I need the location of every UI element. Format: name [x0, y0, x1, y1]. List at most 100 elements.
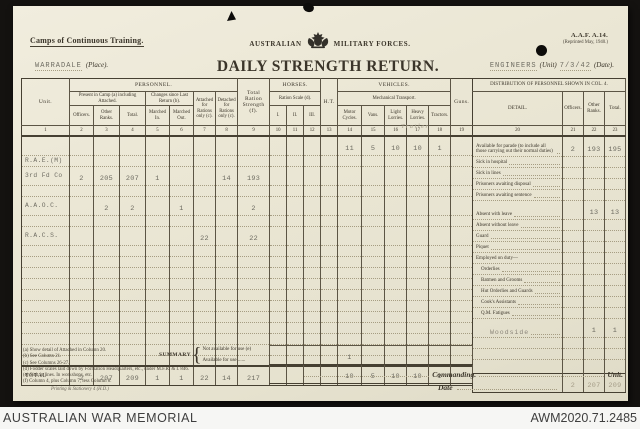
table-cell [269, 322, 288, 334]
table-cell [69, 135, 94, 156]
table-cell [286, 196, 305, 216]
table-cell [303, 311, 322, 323]
table-cell [472, 337, 563, 349]
date-sign-label: Date [438, 383, 453, 392]
date-label: (Date). [593, 61, 614, 69]
table-cell: Other Ranks. [583, 91, 605, 126]
table-cell [604, 307, 626, 319]
table-cell: Piquet [472, 241, 563, 253]
table-cell: Employed on duty— [472, 252, 563, 264]
table-cell [604, 189, 626, 201]
form-header: Camps of Continuous Training. AUSTRALIAN… [13, 32, 628, 52]
table-cell [21, 135, 70, 156]
table-cell: 1 [21, 125, 70, 137]
table-cell: 17 [406, 125, 430, 137]
table-cell [384, 245, 408, 257]
table-cell [119, 256, 146, 268]
table-cell [604, 274, 626, 286]
table-cell: 11 [337, 135, 363, 156]
table-cell [286, 289, 305, 301]
table-cell [93, 267, 120, 279]
table-cell [193, 289, 216, 301]
table-cell [169, 185, 194, 197]
table-cell [303, 333, 322, 345]
place-value: WARRADALE [35, 62, 82, 71]
table-cell [583, 307, 605, 319]
table-cell [93, 155, 120, 167]
table-cell: Unit. [21, 78, 70, 126]
table-cell [337, 256, 363, 268]
table-cell: H.T. [320, 78, 339, 126]
table-cell [384, 166, 408, 186]
table-cell: 2 [562, 373, 584, 393]
table-cell [145, 267, 170, 279]
table-cell [119, 322, 146, 334]
table-cell [361, 333, 386, 345]
table-cell [169, 256, 194, 268]
table-cell [93, 256, 120, 268]
table-cell [145, 333, 170, 345]
table-cell [237, 185, 271, 197]
table-cell [428, 322, 452, 334]
table-cell [193, 215, 216, 227]
table-cell: Trac­tors. [428, 105, 452, 126]
table-cell: 22 [583, 125, 605, 137]
signature-line [304, 376, 430, 377]
table-cell: R.A.E.(M) [21, 155, 70, 167]
table-cell [562, 178, 584, 190]
table-cell [337, 300, 363, 312]
table-cell [406, 345, 429, 365]
table-cell: 19 [450, 125, 474, 137]
table-cell [384, 289, 408, 301]
summary-brace: { [191, 344, 202, 366]
table-cell [320, 345, 338, 365]
table-cell: Light Lorries. [384, 105, 408, 126]
table-cell [119, 278, 146, 290]
table-cell [237, 245, 271, 257]
table-cell [303, 196, 322, 216]
table-cell [583, 156, 605, 168]
table-cell [583, 230, 605, 242]
table-cell [562, 274, 584, 286]
pencil-annotation: Trailer [401, 123, 430, 130]
table-cell [145, 215, 170, 227]
table-cell: 12 [303, 125, 322, 137]
table-cell [169, 322, 194, 334]
table-cell [237, 155, 271, 167]
table-cell: 2 [562, 135, 584, 157]
unit-date-fields: ENGINEERS (Unit) 7/3/42 (Date). [451, 61, 614, 71]
table-cell: 22 [193, 226, 216, 246]
table-cell [428, 215, 452, 227]
table-cell [562, 167, 584, 179]
table-cell: 20 [472, 125, 563, 137]
table-cell [384, 196, 408, 216]
table-cell [361, 322, 386, 334]
table-cell [472, 348, 563, 360]
table-cell: 195 [604, 135, 626, 157]
table-cell [361, 345, 385, 365]
table-cell [337, 322, 363, 334]
table-cell: 22 [193, 365, 216, 386]
table-cell [337, 311, 363, 323]
forces-heading: AUSTRALIAN MILITARY FORCES. [235, 32, 425, 49]
table-cell: 10 [384, 135, 408, 156]
table-cell [583, 189, 605, 201]
table-cell: 16 [384, 125, 408, 137]
table-cell [320, 333, 339, 345]
table-cell [215, 267, 239, 279]
table-cell [21, 256, 70, 268]
table-cell [237, 256, 271, 268]
distribution-table: DISTRIBUTION OF PERSONNEL SHOWN IN COL. … [472, 78, 626, 393]
table-cell [93, 226, 120, 246]
table-cell [169, 300, 194, 312]
table-cell [303, 135, 322, 156]
table-cell [406, 333, 430, 345]
table-cell [337, 333, 363, 345]
table-cell [472, 373, 563, 393]
table-cell [320, 215, 339, 227]
table-cell: 14 [215, 365, 239, 386]
table-cell [303, 226, 322, 246]
table-cell [337, 166, 363, 186]
table-cell [215, 322, 239, 334]
return-table-area: Unit. PERSONNEL. Total Ration Strength (f)… [13, 78, 628, 393]
